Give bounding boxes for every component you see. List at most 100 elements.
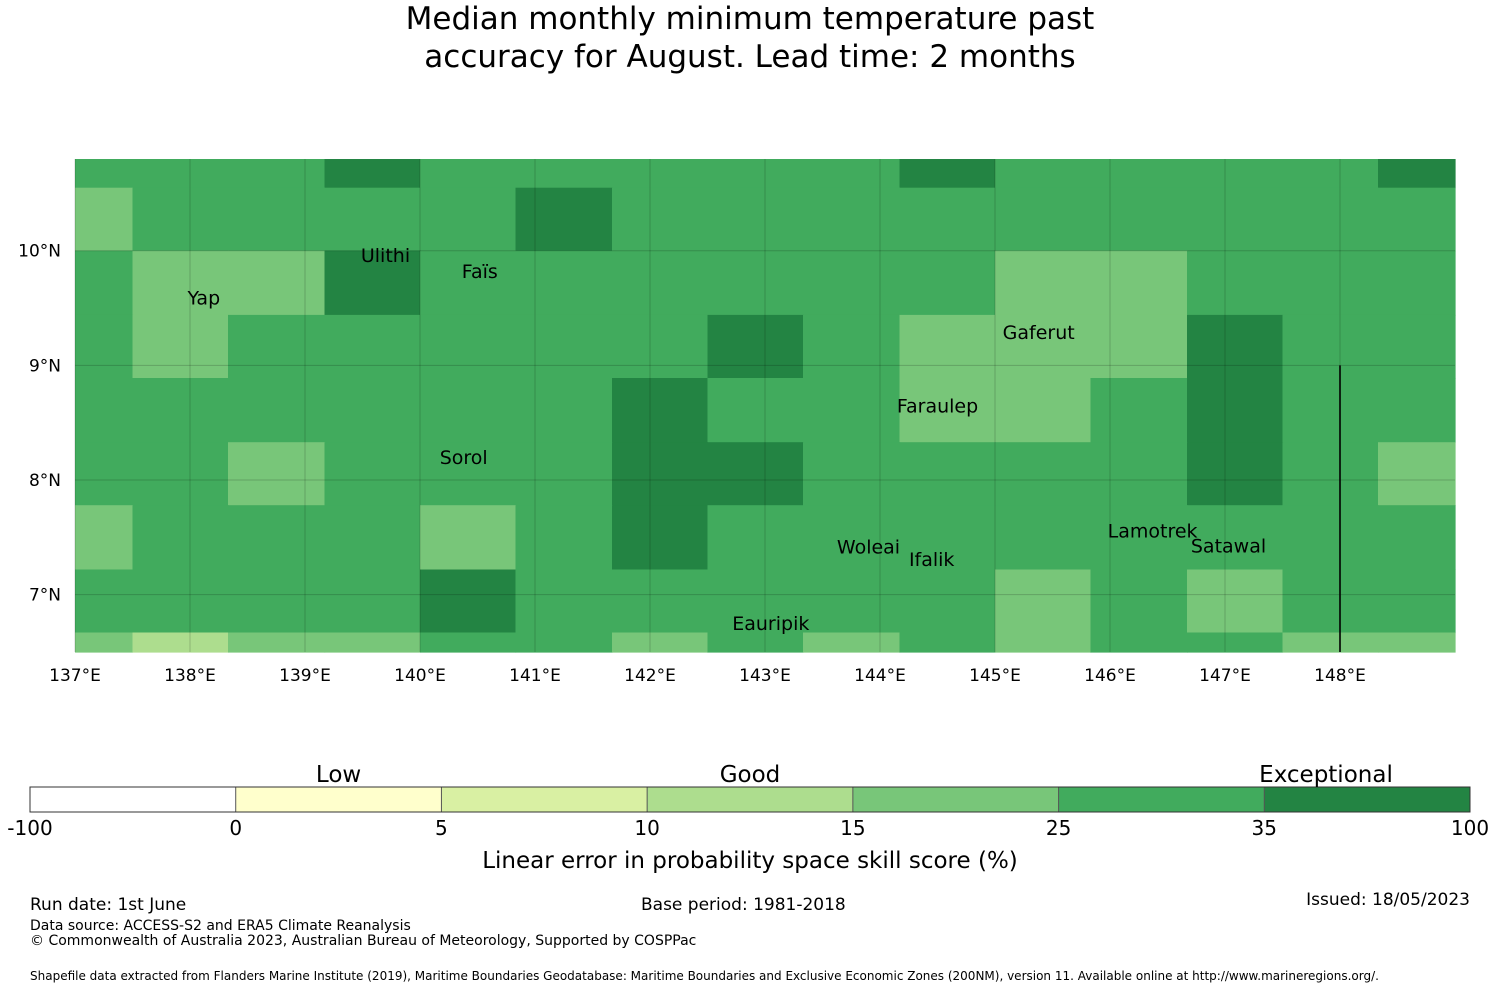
colorbar-category-label: Exceptional — [1259, 762, 1393, 788]
skill-cell — [228, 569, 326, 634]
skill-cell — [75, 187, 134, 252]
colorbar-category-label: Low — [316, 762, 361, 788]
skill-cell — [75, 632, 134, 653]
skill-cell — [803, 569, 901, 634]
longitude-tick-label: 140°E — [394, 666, 446, 686]
skill-cell — [612, 314, 709, 379]
skill-cell — [324, 632, 421, 653]
skill-cell — [1187, 569, 1284, 634]
skill-cell — [132, 442, 229, 506]
skill-cell — [420, 187, 517, 252]
skill-cell — [1378, 159, 1456, 189]
skill-cell — [707, 442, 804, 506]
skill-cell — [515, 250, 613, 316]
skill-cell — [75, 250, 134, 316]
skill-cell — [899, 159, 996, 189]
colorbar-category-labels: Low Good Exceptional — [316, 762, 1393, 788]
skill-cell — [324, 187, 421, 252]
skill-cell — [1378, 442, 1456, 506]
skill-cell — [995, 250, 1092, 316]
colorbar-segment — [235, 787, 442, 812]
colorbar-tick-label: 0 — [229, 816, 242, 840]
skill-cell — [1378, 314, 1456, 379]
skill-cell — [324, 250, 421, 316]
skill-cell — [803, 250, 901, 316]
skill-cell — [1187, 250, 1284, 316]
skill-cell — [612, 632, 709, 653]
skill-cell — [612, 159, 709, 189]
skill-cell — [132, 378, 229, 443]
longitude-tick-label: 141°E — [509, 666, 561, 686]
colorbar-tick-label: 10 — [634, 816, 659, 840]
skill-cell — [707, 250, 804, 316]
skill-cell — [75, 505, 134, 570]
place-label: Woleai — [837, 536, 900, 558]
colorbar-tick-label: 100 — [1451, 816, 1489, 840]
longitude-tick-labels: 137°E 138°E 139°E 140°E 141°E 142°E 143°E 144°E… — [49, 666, 1366, 686]
skill-cell — [1187, 159, 1284, 189]
skill-cell — [899, 569, 996, 634]
skill-cell — [899, 314, 996, 379]
longitude-tick-label: 142°E — [624, 666, 676, 686]
skill-cell — [324, 569, 421, 634]
colorbar-category-label: Good — [720, 762, 781, 788]
place-label: Faïs — [462, 261, 498, 283]
skill-cell — [612, 378, 709, 443]
skill-cell — [995, 378, 1092, 443]
place-label: Sorol — [440, 447, 488, 469]
skill-cell — [228, 378, 326, 443]
skill-cell — [228, 505, 326, 570]
skill-cell — [803, 632, 901, 653]
skill-cell — [1282, 378, 1379, 443]
colorbar-label: Linear error in probability space skill … — [482, 848, 1018, 874]
skill-cell — [803, 442, 901, 506]
skill-cell — [995, 569, 1092, 634]
longitude-tick-label: 138°E — [164, 666, 216, 686]
skill-cell — [707, 505, 804, 570]
skill-cell — [612, 250, 709, 316]
skill-cell — [228, 187, 326, 252]
place-label: Faraulep — [897, 395, 978, 417]
run-date: Run date: 1st June — [30, 895, 187, 915]
latitude-tick-label: 8°N — [29, 471, 61, 491]
skill-cell — [75, 314, 134, 379]
skill-cell — [1090, 442, 1188, 506]
skill-cell — [803, 159, 901, 189]
skill-cell — [1187, 378, 1284, 443]
data-source: Data source: ACCESS-S2 and ERA5 Climate … — [30, 918, 411, 934]
skill-cell — [75, 442, 134, 506]
title-line-2: accuracy for August. Lead time: 2 months — [424, 39, 1076, 75]
skill-cell — [1090, 632, 1188, 653]
skill-cell — [515, 632, 613, 653]
skill-cell — [1282, 250, 1379, 316]
longitude-tick-label: 137°E — [49, 666, 101, 686]
skill-cell — [899, 187, 996, 252]
skill-cell — [995, 632, 1092, 653]
base-period: Base period: 1981-2018 — [641, 895, 846, 915]
skill-cell — [228, 632, 326, 653]
skill-cell — [707, 632, 804, 653]
colorbar-tick-labels: -100 0 5 10 15 25 35 100 — [7, 816, 1489, 840]
skill-cell — [420, 159, 517, 189]
colorbar-tick-label: 5 — [435, 816, 448, 840]
skill-cell — [420, 378, 517, 443]
skill-cell — [612, 187, 709, 252]
skill-cell — [132, 250, 229, 316]
place-label: Satawal — [1191, 535, 1266, 557]
skill-cell — [899, 505, 996, 570]
colorbar-tick-label: -100 — [7, 816, 52, 840]
skill-cell — [1282, 159, 1379, 189]
skill-cells — [75, 159, 1456, 653]
skill-cell — [899, 632, 996, 653]
skill-cell — [420, 505, 517, 570]
longitude-tick-label: 143°E — [739, 666, 791, 686]
skill-cell — [324, 505, 421, 570]
skill-cell — [228, 314, 326, 379]
latitude-tick-label: 9°N — [29, 356, 61, 376]
skill-cell — [515, 187, 613, 252]
skill-cell — [1378, 378, 1456, 443]
skill-cell — [324, 378, 421, 443]
place-label: Ifalik — [909, 549, 955, 571]
skill-cell — [132, 314, 229, 379]
